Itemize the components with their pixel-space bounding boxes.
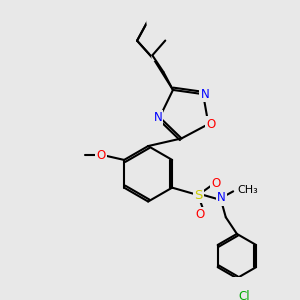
Text: N: N xyxy=(153,111,162,124)
Text: N: N xyxy=(217,191,226,204)
Text: CH₃: CH₃ xyxy=(237,184,258,194)
Text: O: O xyxy=(211,178,220,190)
Text: S: S xyxy=(194,189,202,202)
Text: O: O xyxy=(96,149,106,162)
Text: N: N xyxy=(201,88,209,101)
Text: Cl: Cl xyxy=(238,290,250,300)
Text: O: O xyxy=(206,118,216,130)
Text: O: O xyxy=(195,208,205,221)
